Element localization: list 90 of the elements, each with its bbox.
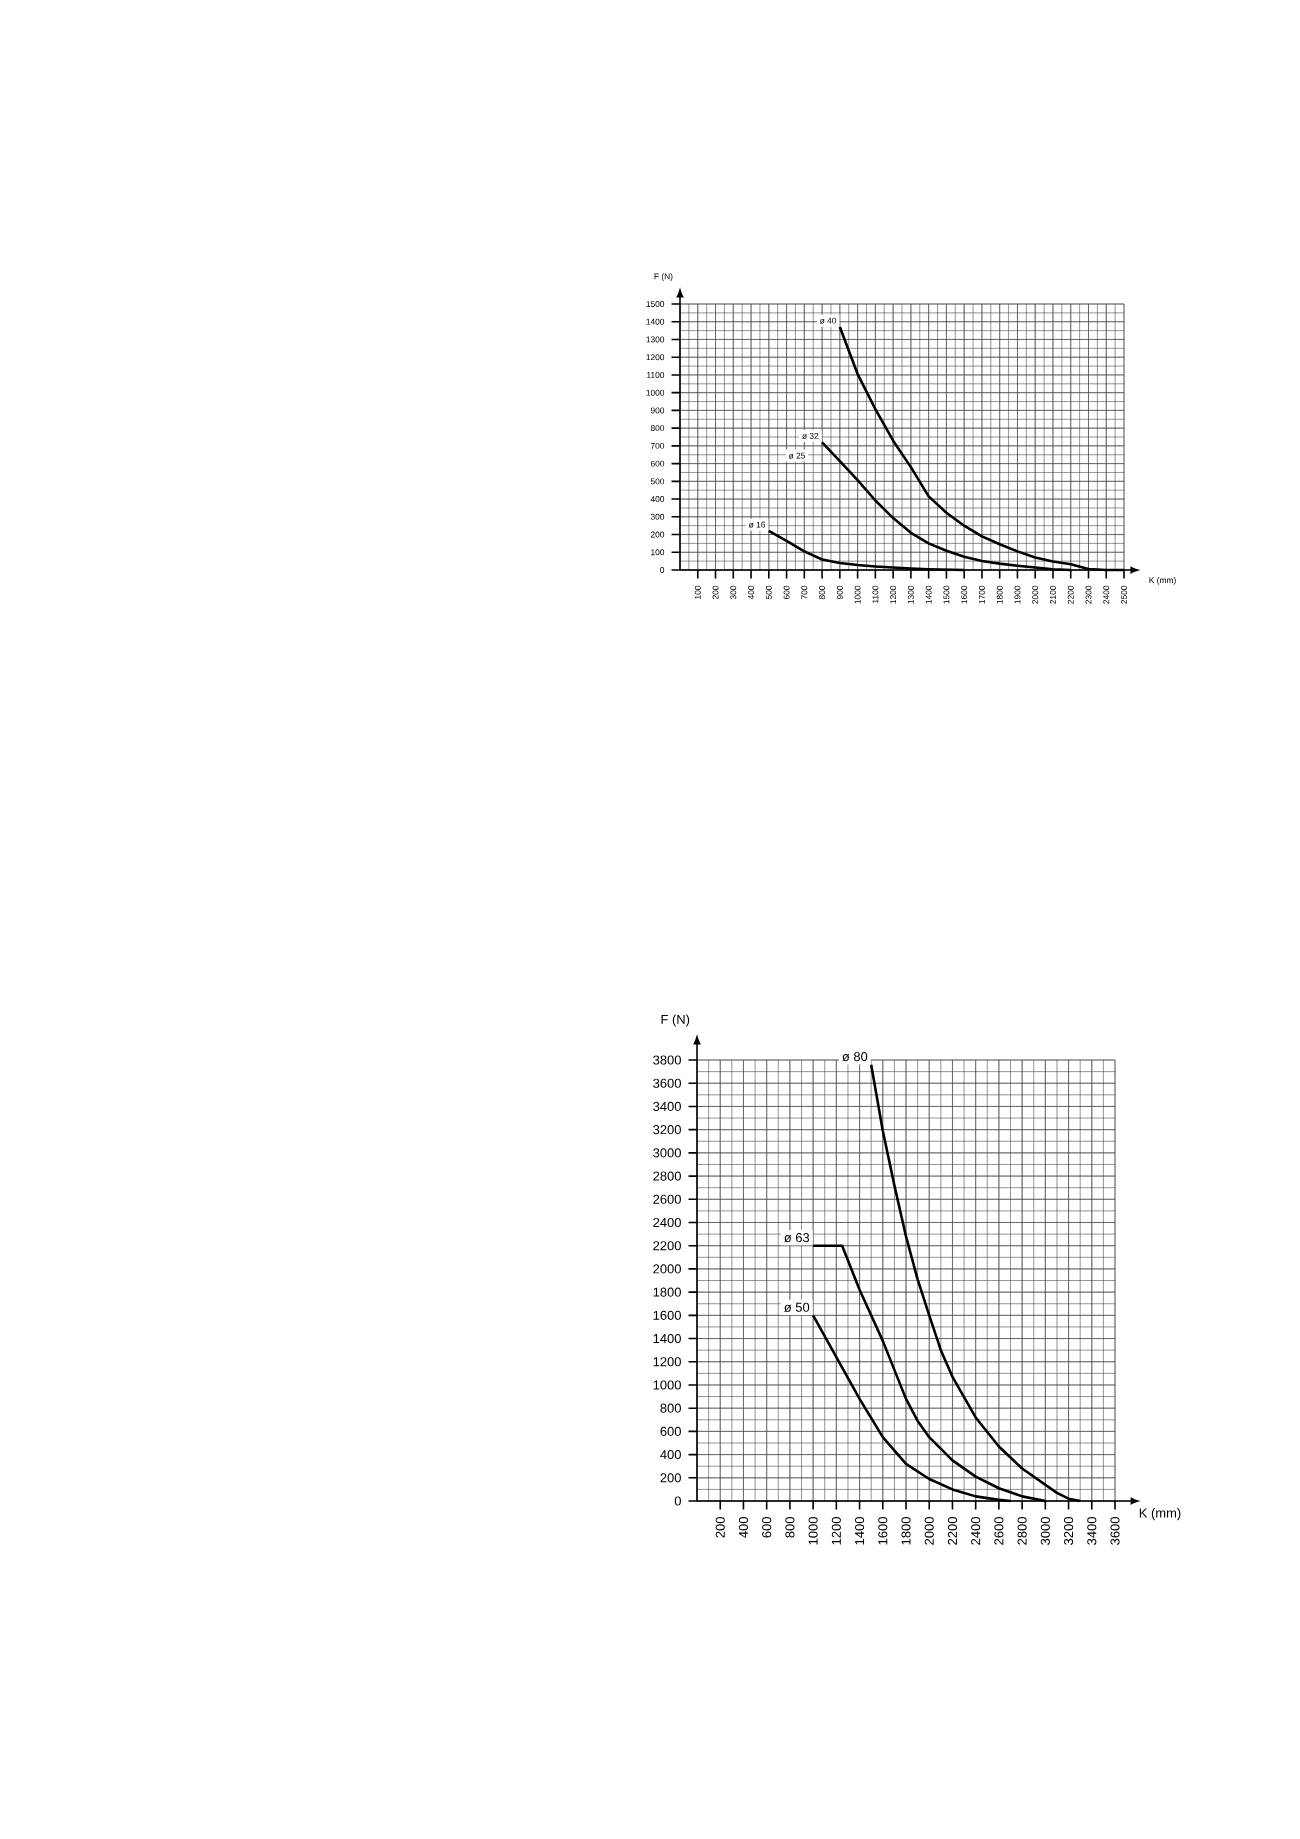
y-tick-label: 500 <box>650 478 665 485</box>
y-tick-label: 3400 <box>653 1101 681 1112</box>
y-axis-title: F (N) <box>661 1014 690 1027</box>
x-tick-label: 600 <box>762 1517 772 1538</box>
y-tick-label: 2200 <box>653 1241 681 1251</box>
x-tick-label: 2400 <box>1103 585 1110 604</box>
x-tick-label: 600 <box>783 585 790 600</box>
x-tick-label: 200 <box>712 585 719 600</box>
y-tick-label: 3800 <box>653 1055 681 1065</box>
y-tick-label: 800 <box>650 425 665 432</box>
x-tick-label: 1800 <box>996 585 1003 604</box>
y-tick-label: 2800 <box>653 1171 681 1181</box>
y-tick-label: 0 <box>660 567 665 573</box>
x-tick-label: 1100 <box>872 585 879 603</box>
series-label: ø 50 <box>784 1302 810 1312</box>
y-tick-label: 200 <box>650 531 665 538</box>
y-tick-label: 1200 <box>653 1357 681 1367</box>
series-label: ø 63 <box>784 1233 810 1243</box>
x-tick-label: 2300 <box>1085 585 1092 604</box>
y-tick-label: 1000 <box>653 1380 681 1390</box>
x-tick-label: 800 <box>819 585 826 600</box>
y-tick-label: 1400 <box>653 1333 681 1344</box>
series-label: ø 16 <box>748 521 766 528</box>
x-tick-label: 2200 <box>1067 585 1074 604</box>
x-tick-label: 200 <box>715 1517 725 1538</box>
x-tick-label: 1300 <box>907 585 914 604</box>
x-tick-label: 2000 <box>924 1517 934 1545</box>
y-tick-label: 1400 <box>646 318 665 325</box>
x-tick-label: 1200 <box>831 1517 841 1545</box>
series-label: ø 32 <box>802 432 819 439</box>
y-tick-label: 400 <box>650 496 665 503</box>
y-tick-label: 900 <box>650 407 665 414</box>
y-tick-label: 2400 <box>653 1217 681 1228</box>
y-tick-label: 1100 <box>647 371 665 378</box>
x-tick-label: 400 <box>738 1517 749 1538</box>
y-tick-label: 800 <box>660 1403 681 1413</box>
y-tick-label: 1200 <box>646 354 665 361</box>
y-tick-label: 600 <box>660 1426 681 1436</box>
x-tick-label: 1500 <box>943 585 950 604</box>
y-tick-label: 2000 <box>653 1264 681 1274</box>
y-tick-label: 1300 <box>646 336 665 343</box>
series-label: ø 80 <box>842 1052 868 1062</box>
x-tick-label: 2800 <box>1017 1517 1027 1545</box>
x-tick-label: 1000 <box>854 585 861 604</box>
x-tick-label: 900 <box>836 585 843 600</box>
y-tick-label: 400 <box>660 1450 681 1460</box>
x-tick-label: 2600 <box>994 1517 1004 1545</box>
x-tick-label: 300 <box>730 585 737 600</box>
x-tick-label: 700 <box>801 585 808 600</box>
x-tick-label: 1700 <box>978 585 985 604</box>
x-tick-label: 1400 <box>854 1517 865 1545</box>
y-tick-label: 1000 <box>646 389 665 396</box>
x-tick-label: 2000 <box>1032 585 1039 604</box>
y-tick-label: 700 <box>650 442 665 449</box>
x-tick-label: 1000 <box>808 1517 818 1545</box>
y-tick-label: 3000 <box>653 1148 681 1158</box>
x-axis-title: K (mm) <box>1139 1508 1181 1521</box>
x-tick-label: 1200 <box>890 585 897 604</box>
y-tick-label: 1800 <box>653 1287 681 1297</box>
x-tick-label: 100 <box>694 585 701 599</box>
x-tick-label: 3000 <box>1040 1517 1050 1545</box>
annotation: ø 25 <box>788 452 806 459</box>
y-tick-label: 0 <box>674 1496 681 1506</box>
x-tick-label: 2100 <box>1050 585 1056 604</box>
y-tick-label: 2600 <box>653 1194 681 1204</box>
x-tick-label: 500 <box>765 585 772 600</box>
x-tick-label: 2500 <box>1121 585 1127 604</box>
y-tick-label: 300 <box>650 513 665 520</box>
x-tick-label: 1600 <box>961 585 968 604</box>
x-tick-label: 1900 <box>1014 585 1021 604</box>
y-tick-label: 100 <box>651 549 665 556</box>
x-tick-label: 800 <box>785 1517 795 1538</box>
x-tick-label: 1400 <box>925 585 932 604</box>
x-tick-label: 1600 <box>878 1517 888 1545</box>
y-tick-label: 1600 <box>653 1310 681 1320</box>
x-tick-label: 3200 <box>1063 1517 1074 1545</box>
x-tick-label: 3400 <box>1087 1517 1097 1545</box>
y-tick-label: 200 <box>660 1473 681 1483</box>
x-tick-label: 1800 <box>901 1517 911 1545</box>
x-axis-title: K (mm) <box>1149 577 1176 585</box>
y-axis-title: F (N) <box>654 273 673 281</box>
x-tick-label: 2400 <box>971 1517 981 1545</box>
y-tick-label: 1500 <box>646 301 665 307</box>
y-tick-label: 3600 <box>653 1078 681 1088</box>
y-tick-label: 600 <box>650 460 665 467</box>
x-tick-label: 400 <box>748 585 755 600</box>
x-tick-label: 2200 <box>947 1517 958 1545</box>
y-tick-label: 3200 <box>653 1125 681 1135</box>
x-tick-label: 3600 <box>1110 1517 1120 1545</box>
series-label: ø 40 <box>819 317 837 324</box>
